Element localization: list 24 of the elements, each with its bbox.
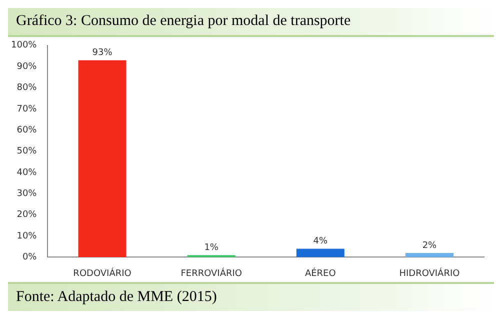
data-label: 93% bbox=[92, 48, 113, 58]
y-tick-label: 0% bbox=[22, 252, 38, 263]
y-tick-label: 10% bbox=[16, 231, 38, 242]
y-tick-label: 100% bbox=[10, 40, 38, 51]
y-tick-label: 90% bbox=[16, 62, 38, 72]
x-tick-label: AÉREO bbox=[304, 266, 336, 279]
bar bbox=[296, 248, 344, 258]
y-tick-label: 30% bbox=[16, 189, 38, 200]
data-label: 1% bbox=[204, 242, 219, 253]
x-tick-label: FERROVIÁRIO bbox=[180, 266, 242, 279]
data-label: 4% bbox=[313, 236, 328, 247]
y-tick-label: 20% bbox=[16, 210, 38, 220]
chart-title: Gráfico 3: Consumo de energia por modal de transporte bbox=[8, 8, 494, 37]
x-tick-label: HIDROVIÁRIO bbox=[399, 266, 460, 279]
y-tick-label: 50% bbox=[16, 146, 38, 157]
source-note: Fonte: Adaptado de MME (2015) bbox=[8, 282, 494, 311]
x-tick-label: RODOVIÁRIO bbox=[73, 266, 132, 279]
y-tick-label: 60% bbox=[16, 125, 38, 136]
bar bbox=[405, 252, 454, 258]
y-tick-label: 40% bbox=[16, 168, 38, 178]
y-tick-label: 70% bbox=[16, 104, 38, 114]
data-label: 2% bbox=[422, 240, 438, 251]
y-tick-label: 80% bbox=[16, 83, 38, 94]
bar bbox=[78, 60, 126, 258]
